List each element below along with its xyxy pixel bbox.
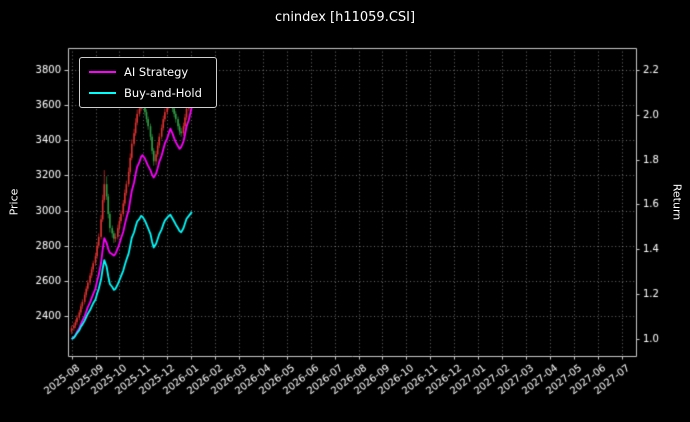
buy-and-hold-line-swatch <box>89 92 116 94</box>
price-axis-label: Price <box>7 188 21 216</box>
legend-label-ai-strategy: AI Strategy <box>124 65 189 79</box>
legend-label-buy-and-hold: Buy-and-Hold <box>124 86 202 100</box>
legend-item-ai-strategy: AI Strategy <box>89 64 202 80</box>
return-axis-label: Return <box>670 183 684 221</box>
legend-item-buy-and-hold: Buy-and-Hold <box>89 85 202 101</box>
legend: AI Strategy Buy-and-Hold <box>79 57 217 108</box>
chart-title: cnindex [h11059.CSI] <box>274 10 416 25</box>
ai-strategy-line-swatch <box>89 71 116 73</box>
